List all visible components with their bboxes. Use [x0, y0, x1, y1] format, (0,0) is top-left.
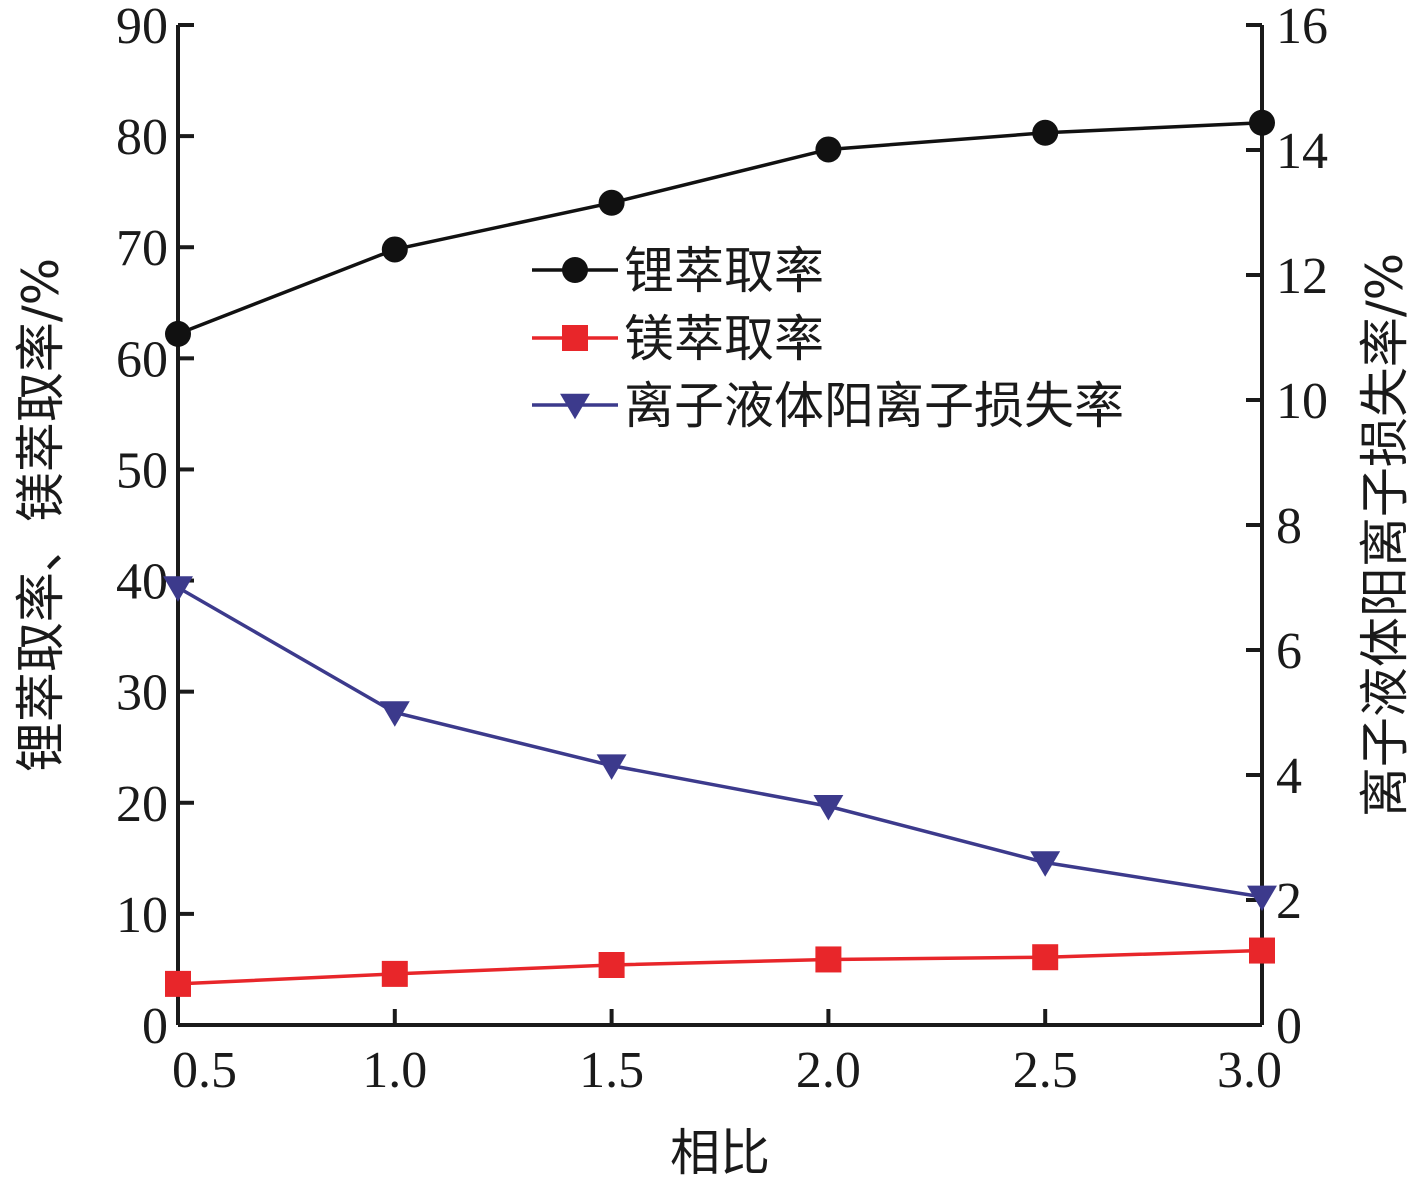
y-right-tick-label: 16: [1276, 0, 1328, 55]
x-tick-label: 1.5: [579, 1042, 644, 1099]
y-left-tick-label: 90: [116, 0, 168, 55]
data-point-square: [815, 946, 842, 973]
y-left-tick-label: 20: [116, 776, 168, 833]
y-right-tick-label: 10: [1276, 373, 1328, 430]
data-point-circle: [562, 257, 588, 283]
data-point-square: [1249, 937, 1275, 964]
series-line: [177, 585, 1263, 899]
legend-label: 锂萃取率: [624, 242, 824, 300]
y-axis-left-title: 锂萃取率、镁萃取率/%: [12, 258, 70, 772]
y-right-tick-label: 12: [1276, 248, 1328, 305]
data-point-circle: [381, 236, 408, 263]
y-left-tick-label: 80: [116, 109, 168, 166]
data-point-circle: [1032, 119, 1059, 146]
data-point-circle: [1249, 109, 1275, 136]
y-right-tick-label: 6: [1276, 623, 1302, 680]
y-right-tick-label: 0: [1276, 998, 1302, 1055]
data-point-triangle: [813, 795, 844, 821]
data-point-square: [165, 970, 191, 997]
series-line: [177, 948, 1263, 986]
y-right-tick-label: 8: [1276, 498, 1302, 555]
data-point-triangle: [163, 576, 193, 602]
y-left-tick-label: 10: [116, 887, 168, 944]
x-tick-label: 2.0: [796, 1042, 861, 1099]
x-tick-label: 3.0: [1217, 1042, 1282, 1099]
x-tick-label: 2.5: [1013, 1042, 1078, 1099]
data-point-square: [598, 952, 625, 978]
data-point-circle: [165, 320, 191, 347]
legend-label: 镁萃取率: [624, 310, 824, 368]
series-square: [165, 937, 1275, 997]
axes-group: 0 10 20 30 40 50 60 70 80 90 0 2 4 6 8 10 12 14 16 0.5 1.0 1.…: [116, 0, 1328, 1099]
y-left-tick-label: 40: [116, 554, 168, 611]
y-right-tick-label: 2: [1276, 873, 1302, 930]
y-left-tick-label: 30: [116, 665, 168, 722]
data-point-square: [562, 325, 588, 351]
y-right-tick-label: 4: [1276, 748, 1302, 805]
series-triangle-down: [163, 576, 1277, 912]
data-point-circle: [598, 189, 625, 216]
series-group: [163, 109, 1277, 997]
y-left-tick-label: 0: [142, 998, 168, 1055]
legend-label: 离子液体阳离子损失率: [624, 377, 1124, 435]
y-axis-right-title: 离子液体阳离子损失率/%: [1356, 253, 1414, 817]
y-left-tick-label: 60: [116, 331, 168, 388]
data-point-square: [381, 960, 408, 987]
data-point-triangle: [379, 701, 410, 727]
series-circle: [165, 109, 1275, 347]
x-tick-label: 0.5: [172, 1042, 237, 1099]
x-tick-label: 1.0: [362, 1042, 427, 1099]
data-point-triangle: [1247, 885, 1277, 912]
data-point-triangle: [560, 393, 590, 420]
y-right-tick-label: 14: [1276, 123, 1328, 180]
y-left-tick-label: 50: [116, 442, 168, 499]
y-left-tick-label: 70: [116, 220, 168, 277]
data-point-circle: [815, 136, 842, 163]
data-point-square: [1032, 944, 1059, 971]
x-axis-title: 相比: [670, 1124, 770, 1181]
data-point-triangle: [596, 754, 627, 780]
data-point-triangle: [1030, 851, 1061, 877]
series-line: [177, 121, 1263, 336]
